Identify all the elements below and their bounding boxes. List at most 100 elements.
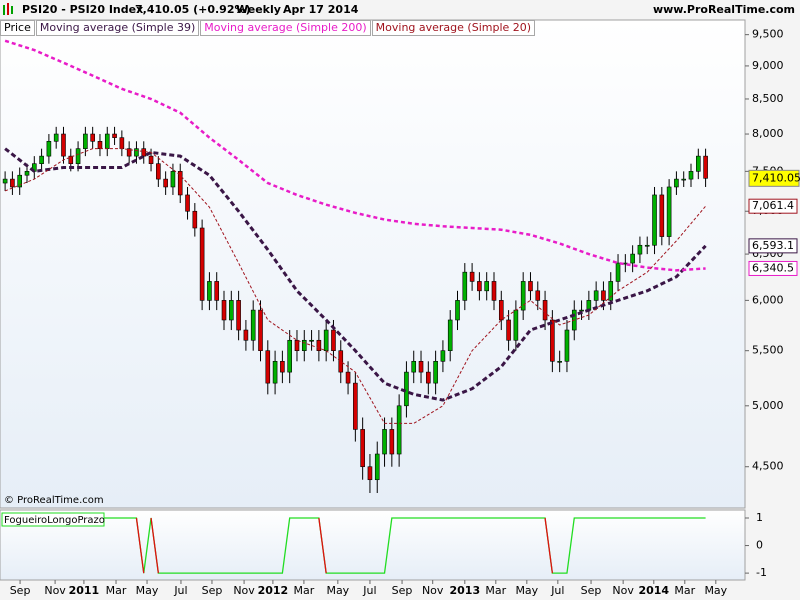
indicator-drop: [150, 517, 159, 574]
x-tick-label: Mar: [485, 584, 506, 597]
candle-body: [163, 178, 168, 188]
logo-icon: [3, 3, 13, 15]
candle-body: [440, 350, 446, 362]
y-tick-label: 8,500: [752, 92, 784, 105]
y-tick-label: -1: [756, 566, 767, 579]
legend-item[interactable]: Moving average (Simple 39): [35, 20, 200, 36]
y-tick-label: 8,000: [752, 127, 784, 140]
x-tick-label: Mar: [294, 584, 315, 597]
candle-body: [579, 309, 584, 312]
y-tick-label: 5,000: [752, 399, 784, 412]
candle-body: [301, 339, 307, 351]
candle-body: [170, 171, 176, 188]
candle-body: [97, 141, 103, 149]
candle-body: [666, 186, 672, 237]
indicator-line: [5, 517, 706, 574]
candle-body: [506, 319, 511, 341]
indicator-panel: [0, 509, 746, 581]
candle-body: [593, 290, 599, 301]
candle-body: [177, 171, 183, 196]
legend-item[interactable]: Moving average (Simple 200): [200, 20, 371, 36]
candle-body: [221, 300, 227, 321]
last-value-label: 6,340.5: [752, 261, 794, 274]
candle-body: [696, 155, 701, 172]
candle-body: [316, 339, 322, 351]
candle-body: [156, 163, 161, 180]
x-tick-label: May: [704, 584, 727, 597]
candle-body: [46, 141, 52, 157]
moving-average-line: [4, 148, 706, 424]
candle-body: [75, 148, 81, 164]
legend-item[interactable]: Moving average (Simple 20): [371, 20, 536, 36]
candle-body: [601, 290, 606, 301]
candle-body: [53, 133, 59, 142]
site: www.ProRealTime.com: [653, 3, 795, 16]
candle-body: [374, 453, 380, 481]
candle-body: [484, 281, 489, 292]
x-tick-label: Mar: [674, 584, 695, 597]
indicator-drop: [544, 517, 554, 574]
x-tick-label: 2012: [258, 584, 289, 597]
candle-body: [528, 281, 533, 292]
y-tick-label: 9,500: [752, 28, 784, 41]
legend-item[interactable]: Price: [0, 20, 35, 36]
candle-body: [535, 290, 541, 301]
candle-body: [229, 300, 234, 321]
x-tick-label: Jul: [550, 584, 564, 597]
x-tick-label: Sep: [392, 584, 413, 597]
x-tick-label: Sep: [10, 584, 31, 597]
candle-body: [104, 133, 110, 149]
candle-body: [141, 148, 147, 157]
candle-body: [396, 405, 402, 455]
candle-body: [550, 319, 555, 362]
candle-body: [10, 178, 15, 188]
candle-body: [112, 133, 117, 138]
candle-body: [404, 371, 409, 407]
candle-body: [331, 329, 336, 351]
candle-body: [207, 281, 212, 301]
candle-body: [652, 194, 657, 246]
candle-body: [39, 155, 44, 164]
y-tick-label: 9,000: [752, 59, 784, 72]
candle-body: [280, 361, 285, 373]
candle-body: [192, 210, 198, 229]
quote: 7,410.05 (+0.92%): [135, 3, 251, 16]
candle-body: [688, 171, 694, 180]
candle-body: [126, 148, 132, 157]
candle-body: [148, 155, 154, 164]
candle-body: [61, 133, 66, 157]
candle-body: [338, 350, 344, 373]
candle-body: [272, 361, 278, 384]
candle-body: [389, 429, 395, 455]
x-tick-label: May: [515, 584, 538, 597]
y-tick-label: 1: [756, 511, 763, 524]
candle-body: [353, 382, 358, 430]
x-tick-label: Nov: [612, 584, 634, 597]
candle-body: [134, 148, 139, 157]
moving-average-line: [4, 147, 707, 402]
candle-body: [659, 194, 665, 237]
candle-body: [542, 300, 548, 321]
candle-body: [367, 466, 373, 481]
candle-body: [265, 350, 271, 384]
candle-body: [345, 371, 351, 384]
candle-body: [491, 281, 497, 301]
last-value-label: 7,061.4: [752, 199, 794, 212]
copyright: © ProRealTime.com: [4, 495, 104, 506]
candle-body: [287, 339, 292, 373]
indicator-drop: [135, 517, 145, 574]
candle-body: [323, 329, 329, 351]
y-tick-label: 6,000: [752, 293, 784, 306]
indicator-name-box: [1, 512, 105, 527]
last-value-box: [748, 198, 798, 214]
instrument-name: PSI20 - PSI20 Index: [22, 3, 143, 16]
x-tick-label: Jul: [173, 584, 187, 597]
candle-body: [250, 309, 256, 341]
candle-body: [644, 244, 650, 247]
y-tick-label: 5,500: [752, 344, 784, 357]
period: Weekly: [236, 3, 281, 16]
candle-body: [513, 309, 519, 341]
candle-body: [418, 361, 424, 373]
indicator-name: FogueiroLongoPrazo: [4, 515, 105, 526]
